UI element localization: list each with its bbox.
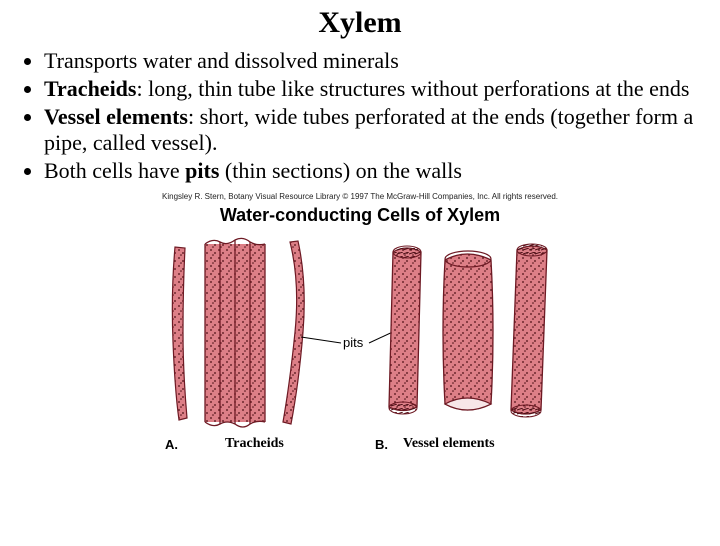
panel-b-letter: B.	[375, 437, 388, 452]
figure-credit: Kingsley R. Stern, Botany Visual Resourc…	[0, 192, 720, 201]
bullet-list: Transports water and dissolved minerals …	[44, 48, 700, 184]
bullet-post: Transports water and dissolved minerals	[44, 48, 399, 73]
bullet-item: Both cells have pits (thin sections) on …	[44, 158, 700, 184]
vessel-element	[443, 251, 493, 410]
xylem-diagram: pits	[145, 232, 575, 432]
svg-text:pits: pits	[343, 335, 364, 350]
figure: Kingsley R. Stern, Botany Visual Resourc…	[0, 192, 720, 452]
bullet-term: pits	[185, 158, 219, 183]
tracheid-cell	[172, 247, 187, 420]
bullet-post: : long, thin tube like structures withou…	[136, 76, 689, 101]
bullet-term: Tracheids	[44, 76, 136, 101]
tracheid-cell	[283, 241, 304, 424]
panel-a-letter: A.	[165, 437, 178, 452]
vessel-element	[511, 244, 547, 417]
bullet-item: Vessel elements: short, wide tubes perfo…	[44, 104, 700, 156]
bullet-term: Vessel elements	[44, 104, 188, 129]
bullet-pre: Both cells have	[44, 158, 185, 183]
bullet-post: (thin sections) on the walls	[219, 158, 462, 183]
bullet-item: Tracheids: long, thin tube like structur…	[44, 76, 700, 102]
tracheid-bundle	[205, 238, 265, 427]
bullet-item: Transports water and dissolved minerals	[44, 48, 700, 74]
figure-title: Water-conducting Cells of Xylem	[0, 205, 720, 226]
vessel-element	[389, 246, 421, 414]
panel-a-name: Tracheids	[225, 436, 284, 452]
pits-label: pits	[301, 330, 397, 350]
panel-b-name: Vessel elements	[403, 436, 495, 452]
page-title: Xylem	[0, 6, 720, 40]
panel-labels: A. Tracheids B. Vessel elements	[145, 432, 575, 452]
